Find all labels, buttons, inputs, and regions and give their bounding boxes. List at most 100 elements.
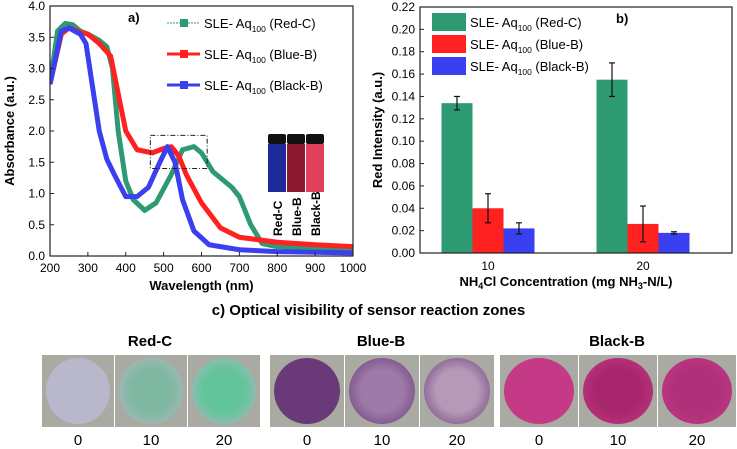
y-tick-label: 0.06 [392, 179, 416, 193]
y-tick-label: 2.0 [28, 124, 45, 138]
reaction-zone [192, 358, 256, 424]
concentration-label: 10 [609, 432, 627, 449]
y-tick-label: 4.0 [28, 0, 45, 13]
x-tick-label: 400 [116, 261, 136, 275]
concentration-label: 0 [302, 432, 312, 449]
reaction-zone-photo [42, 355, 114, 427]
reaction-zone [424, 358, 490, 424]
panel-c-title: c) Optical visibility of sensor reaction… [211, 302, 526, 319]
y-tick-label: 0.12 [392, 112, 416, 126]
y-tick-label: 0.18 [392, 45, 416, 59]
legend-label: SLE- Aq100 (Black-B) [470, 59, 589, 77]
group-label: Blue-B [356, 333, 406, 350]
x-tick-label: 1000 [340, 261, 367, 275]
vial [306, 144, 324, 192]
legend-swatch [432, 35, 466, 53]
y-tick-label: 0.04 [392, 201, 416, 215]
reaction-zone [119, 358, 183, 424]
red-intensity-chart: 0.00 0.02 0.04 0.06 0.08 0.10 0.12 0.14 0.16 0.18… [370, 0, 733, 291]
bar [441, 103, 473, 253]
legend-label: SLE- Aq100 (Red-C) [204, 16, 316, 34]
legend-marker [180, 81, 188, 89]
vial-label: Red-C [271, 200, 285, 236]
y-tick-label: 0.14 [392, 89, 416, 103]
y-tick-label: 1.5 [28, 155, 45, 169]
reaction-zone [504, 358, 574, 424]
reaction-zone-photo [345, 355, 419, 427]
reaction-zone [583, 358, 653, 424]
x-tick-label: 200 [40, 261, 60, 275]
y-tick-label: 0.0 [28, 249, 45, 263]
concentration-label: 0 [73, 432, 83, 449]
group-label: Black-B [589, 333, 645, 350]
legend-marker [180, 50, 188, 58]
vial-cap [287, 134, 305, 144]
vial [268, 144, 286, 192]
x-tick-label: 700 [229, 261, 249, 275]
x-tick-label: 10 [481, 259, 495, 273]
y-tick-label: 0.10 [392, 134, 416, 148]
y-tick-label: 0.08 [392, 157, 416, 171]
panel-label: a) [128, 10, 140, 25]
reaction-zone-photo [579, 355, 657, 427]
concentration-label: 10 [142, 432, 160, 449]
x-tick-label: 500 [154, 261, 174, 275]
y-tick-label: 0.16 [392, 67, 416, 81]
reaction-zone [349, 358, 415, 424]
series-line-2 [50, 25, 353, 256]
y-axis-label: Red Intensity (a.u.) [370, 72, 385, 188]
legend-label: SLE- Aq100 (Blue-B) [470, 37, 583, 55]
vial-label: Black-B [309, 191, 323, 236]
legend-marker [180, 19, 188, 27]
series-line-1 [50, 25, 353, 250]
absorbance-chart: 200 300 400 500 600 700 800 900 1000 0.0 0.5 1.0 1.5… [2, 0, 367, 293]
x-axis-label: NH4Cl Concentration (mg NH3-N/L) [460, 274, 673, 291]
y-axis-label: Absorbance (a.u.) [2, 76, 17, 186]
reaction-zone [46, 358, 110, 424]
reaction-zone-photo [658, 355, 736, 427]
vial-label: Blue-B [290, 197, 304, 236]
concentration-label: 20 [215, 432, 233, 449]
reaction-zone-photo [188, 355, 260, 427]
reaction-zone-photo [500, 355, 578, 427]
group-label: Red-C [127, 333, 173, 350]
reaction-zone [662, 358, 732, 424]
x-tick-label: 20 [636, 259, 650, 273]
plot-frame [419, 6, 733, 254]
legend-label: SLE- Aq100 (Black-B) [204, 78, 323, 96]
concentration-label: 20 [688, 432, 706, 449]
concentration-label: 20 [448, 432, 466, 449]
concentration-label: 0 [534, 432, 544, 449]
y-tick-label: 0.22 [392, 0, 416, 14]
y-tick-label: 0.5 [28, 218, 45, 232]
zoom-box [149, 134, 208, 169]
vial-cap [268, 134, 286, 144]
y-tick-label: 3.5 [28, 30, 45, 44]
y-tick-label: 1.0 [28, 187, 45, 201]
legend-swatch [432, 57, 466, 75]
x-axis-label: Wavelength (nm) [149, 278, 253, 293]
y-tick-label: 3.0 [28, 62, 45, 76]
y-tick-label: 0.20 [392, 22, 416, 36]
legend-label: SLE- Aq100 (Blue-B) [204, 47, 317, 65]
bar [658, 232, 690, 253]
vial-cap [306, 134, 324, 144]
x-tick-label: 300 [78, 261, 98, 275]
legend-label: SLE- Aq100 (Red-C) [470, 15, 582, 33]
reaction-zone-photo [420, 355, 494, 427]
y-tick-label: 0.02 [392, 224, 416, 238]
legend-swatch [432, 13, 466, 31]
reaction-zone [274, 358, 340, 424]
y-tick-label: 2.5 [28, 93, 45, 107]
reaction-zone-photo [115, 355, 187, 427]
x-tick-label: 800 [267, 261, 287, 275]
panel-label: b) [616, 11, 628, 26]
reaction-zone-photo [270, 355, 344, 427]
x-tick-label: 600 [191, 261, 211, 275]
concentration-label: 10 [373, 432, 391, 449]
vial [287, 144, 305, 192]
bar [596, 79, 628, 253]
x-tick-label: 900 [305, 261, 325, 275]
y-tick-label: 0.00 [392, 246, 416, 260]
